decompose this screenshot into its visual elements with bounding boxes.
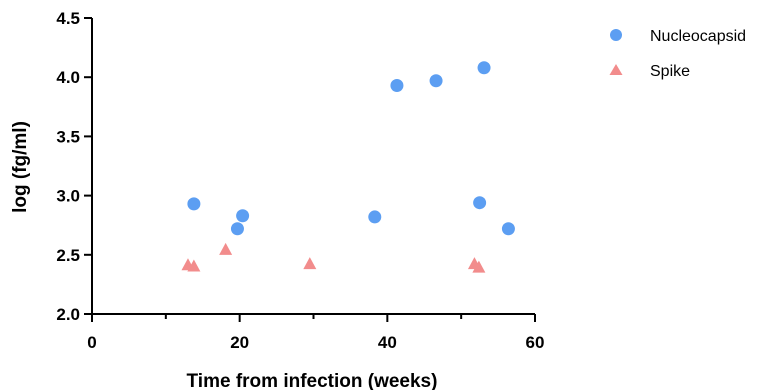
data-point-nucleocapsid [236, 209, 250, 223]
data-point-spike [187, 259, 201, 272]
axes: 0 20 40 60 2.0 2.5 3.0 3.5 4.0 4.5 [56, 9, 544, 352]
legend-marker-spike [609, 64, 623, 75]
legend-marker-nucleocapsid [610, 29, 622, 41]
y-tick-label: 3.5 [56, 127, 80, 146]
x-axis-title: Time from infection (weeks) [187, 371, 438, 390]
x-axis-ticks: 0 20 40 60 [87, 314, 544, 352]
x-tick-label: 40 [378, 333, 397, 352]
data-point-nucleocapsid [187, 197, 201, 211]
data-points [181, 61, 515, 273]
y-axis-ticks: 2.0 2.5 3.0 3.5 4.0 4.5 [56, 9, 92, 324]
legend-label-nucleocapsid: Nucleocapsid [650, 28, 746, 45]
legend-label-spike: Spike [650, 63, 690, 80]
data-point-nucleocapsid [501, 222, 515, 236]
data-point-nucleocapsid [368, 210, 382, 224]
data-point-spike [472, 260, 486, 273]
legend-item-nucleocapsid: Nucleocapsid [610, 28, 746, 45]
y-tick-label: 4.5 [56, 9, 80, 28]
data-point-nucleocapsid [473, 196, 487, 210]
y-tick-label: 2.5 [56, 246, 80, 265]
y-axis-title: log (fg/ml) [10, 121, 31, 213]
legend: Nucleocapsid Spike [609, 28, 746, 80]
data-point-spike [303, 257, 317, 270]
x-tick-label: 0 [87, 333, 96, 352]
y-tick-label: 2.0 [56, 305, 80, 324]
y-tick-label: 4.0 [56, 68, 80, 87]
x-tick-label: 60 [526, 333, 545, 352]
x-tick-label: 20 [230, 333, 249, 352]
data-point-nucleocapsid [230, 222, 244, 236]
data-point-spike [219, 242, 233, 255]
data-point-nucleocapsid [390, 78, 404, 92]
data-point-nucleocapsid [477, 61, 491, 75]
data-point-nucleocapsid [429, 74, 443, 88]
y-tick-label: 3.0 [56, 187, 80, 206]
legend-item-spike: Spike [609, 63, 690, 80]
